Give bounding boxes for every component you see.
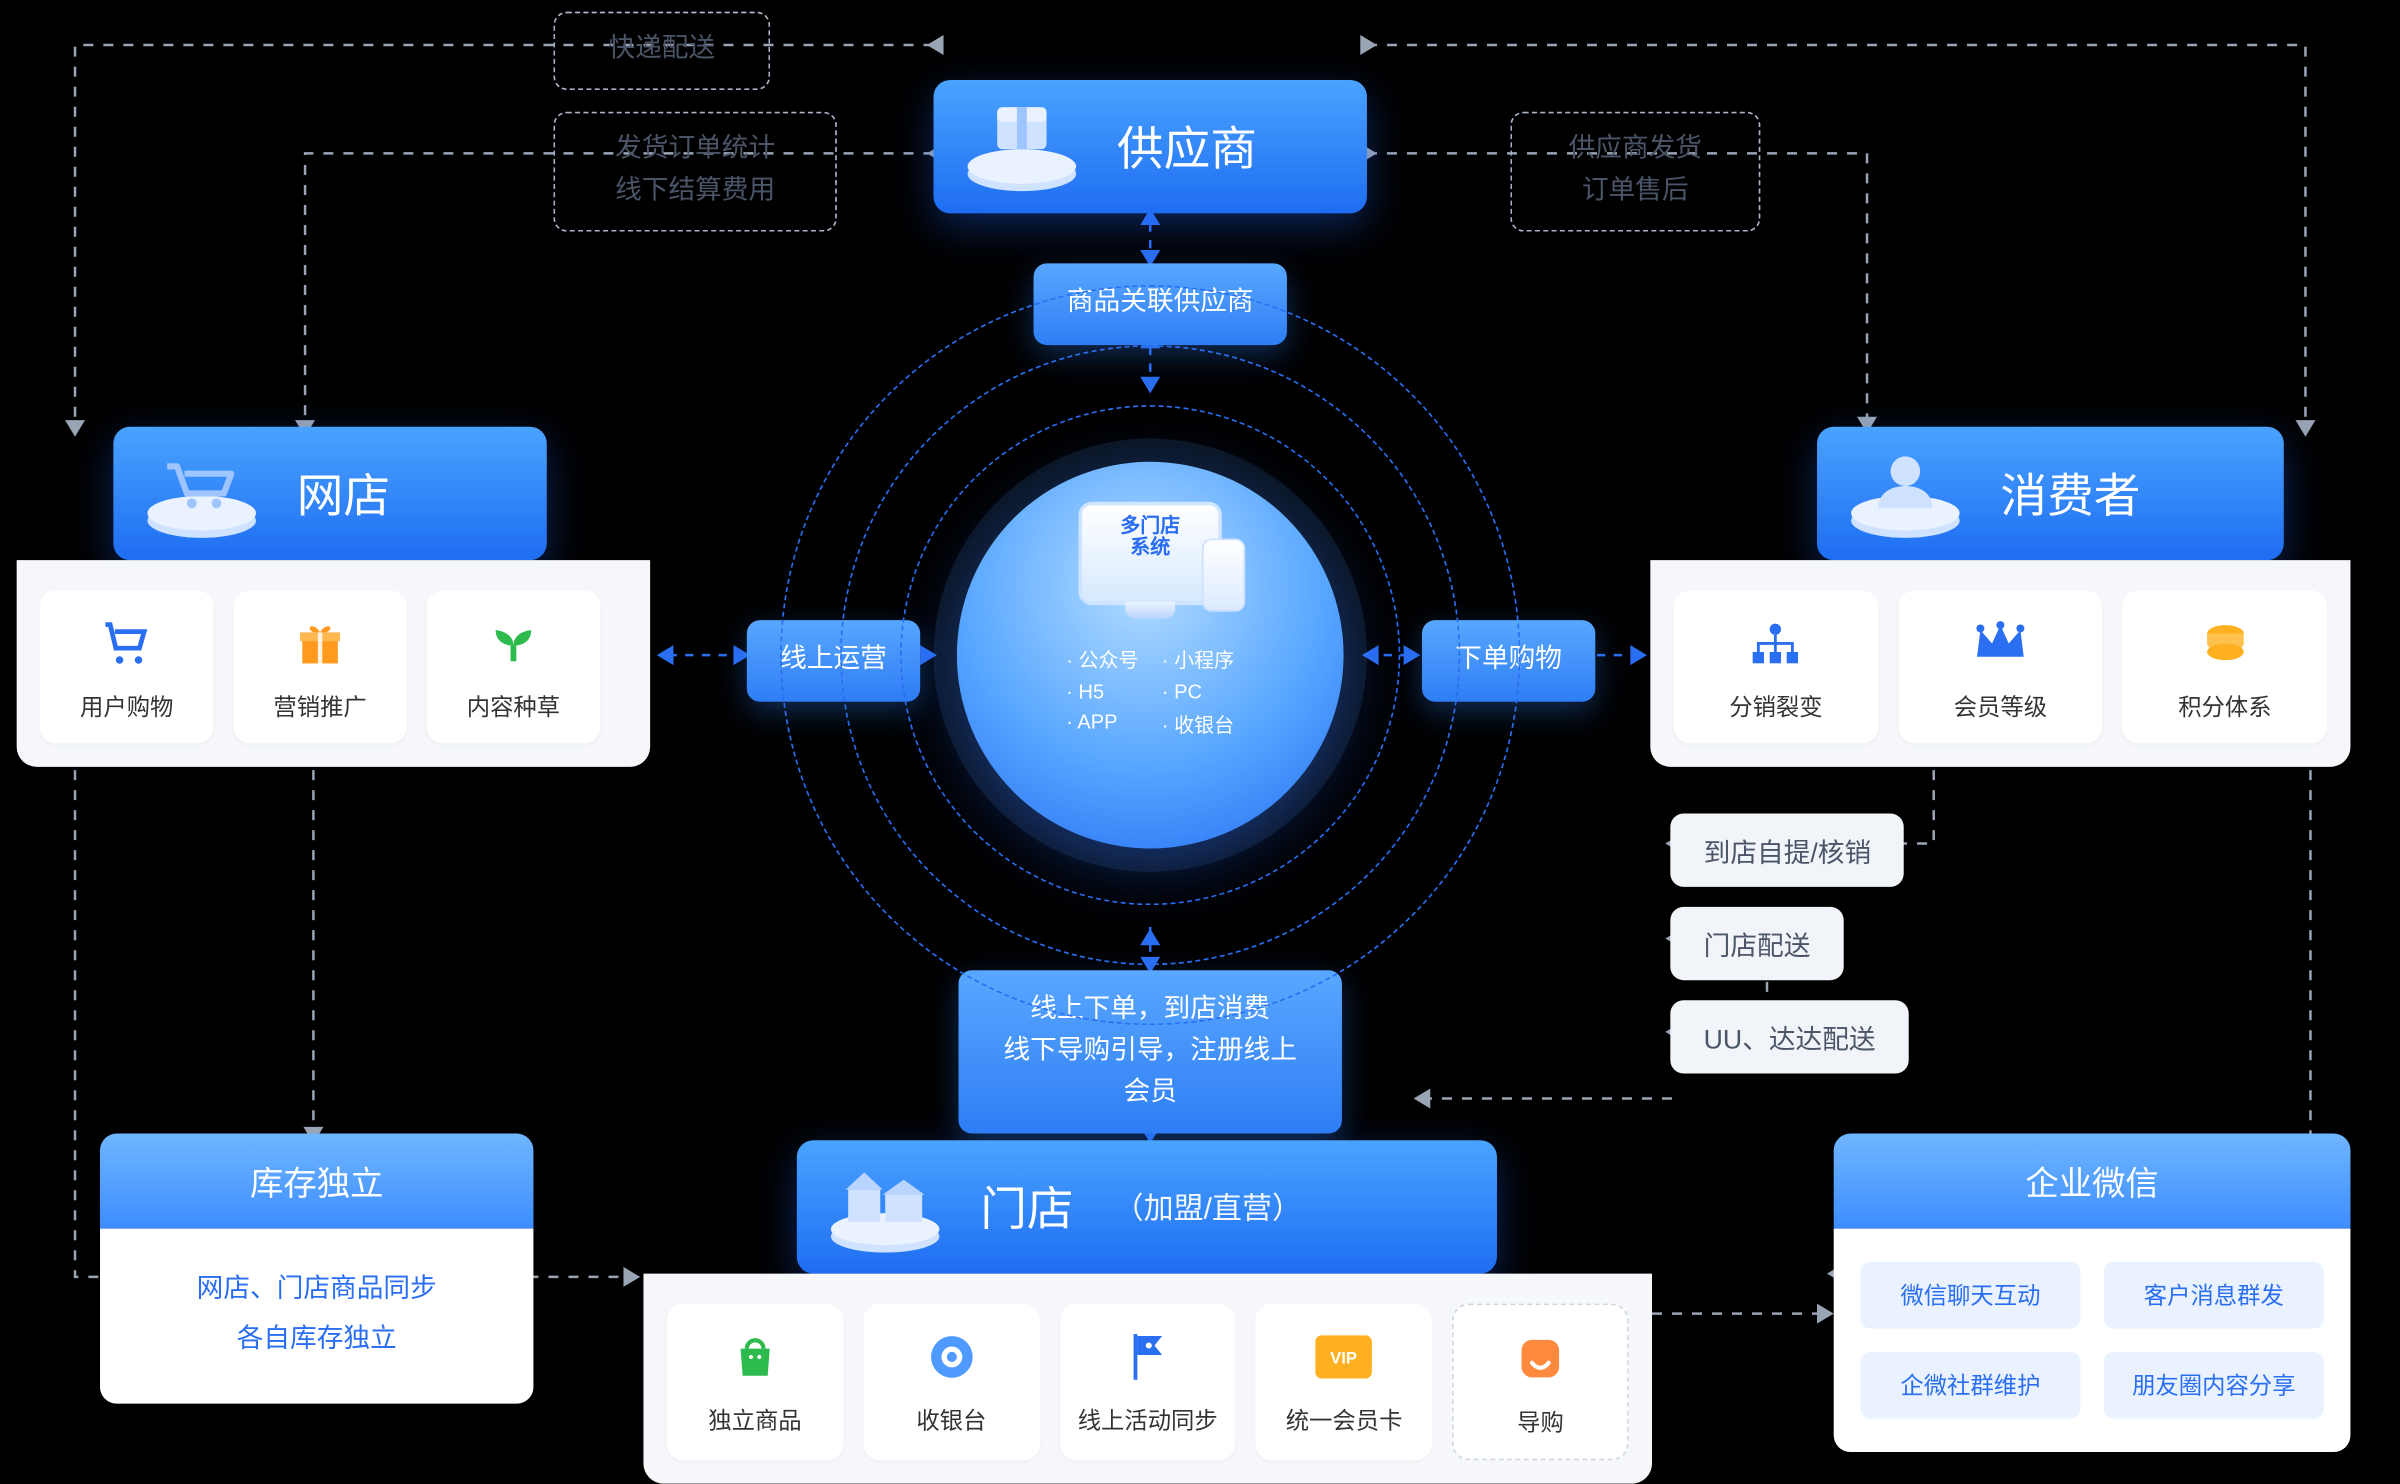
- bag-icon: [725, 1327, 785, 1387]
- storefront-icon: [823, 1157, 946, 1257]
- wechat-item: 企微社群维护: [1860, 1352, 2080, 1419]
- svg-text:VIP: VIP: [1331, 1349, 1358, 1368]
- consumer-panel: 分销裂变 会员等级 积分体系: [1650, 560, 2350, 767]
- box-uu-dada: UU、达达配送: [1670, 1000, 1909, 1073]
- phone-icon: [1202, 538, 1245, 611]
- card-points: 积分体系: [2123, 590, 2327, 743]
- consumer-header: 消费者: [1817, 427, 2284, 560]
- monitor-icon: 多门店系统: [1079, 502, 1222, 605]
- store-panel: 独立商品 收银台 线上活动同步 VIP 统一会员卡 导购: [643, 1274, 1652, 1484]
- arrow: [1630, 645, 1647, 665]
- monitor-line1: 多门店: [1120, 513, 1180, 536]
- card-independent-goods: 独立商品: [667, 1304, 843, 1461]
- label-left-top: 发货订单统计 线下结算费用: [553, 112, 836, 231]
- card-marketing: 营销推广: [233, 590, 406, 743]
- card-activity-sync: 线上活动同步: [1060, 1304, 1236, 1461]
- arrow: [1414, 1089, 1431, 1109]
- card-guide: 导购: [1452, 1304, 1628, 1461]
- title: 门店: [980, 1174, 1073, 1241]
- wechat-item: 微信聊天互动: [1860, 1262, 2080, 1329]
- tree-icon: [1746, 613, 1806, 673]
- coin-icon: [921, 1327, 981, 1387]
- wechat-item: 朋友圈内容分享: [2104, 1352, 2324, 1419]
- arrow: [623, 1267, 640, 1287]
- box-store-delivery: 门店配送: [1670, 907, 1843, 980]
- inventory-title: 库存独立: [100, 1134, 533, 1229]
- gift-icon: [290, 613, 350, 673]
- card-cashier: 收银台: [863, 1304, 1039, 1461]
- line2: 线下结算费用: [615, 176, 775, 204]
- inventory-panel: 库存独立 网店、门店商品同步 各自库存独立: [100, 1134, 533, 1404]
- label: 分销裂变: [1729, 690, 1822, 723]
- wechat-body: 微信聊天互动 客户消息群发 企微社群维护 朋友圈内容分享: [1834, 1229, 2351, 1452]
- label: 内容种草: [467, 690, 560, 723]
- text: 门店配送: [1704, 934, 1811, 962]
- wechat-item: 客户消息群发: [2104, 1262, 2324, 1329]
- line1: 供应商发货: [1569, 135, 1702, 163]
- title: 供应商: [1117, 113, 1257, 180]
- line2: 订单售后: [1582, 176, 1689, 204]
- label: 导购: [1517, 1405, 1564, 1438]
- arrow: [2295, 420, 2315, 437]
- hub-item: PC: [1162, 680, 1234, 703]
- hub-item: APP: [1066, 710, 1138, 738]
- label-right-top: 供应商发货 订单售后: [1510, 112, 1760, 231]
- arrow: [927, 35, 944, 55]
- monitor-line2: 系统: [1130, 535, 1170, 558]
- inventory-body: 网店、门店商品同步 各自库存独立: [100, 1229, 533, 1404]
- wechat-panel: 企业微信 微信聊天互动 客户消息群发 企微社群维护 朋友圈内容分享: [1834, 1134, 2351, 1452]
- label: 独立商品: [708, 1404, 801, 1437]
- arrow: [1817, 1304, 1834, 1324]
- cart-icon: [140, 443, 263, 543]
- label: 收银台: [916, 1404, 986, 1437]
- label: 用户购物: [80, 690, 173, 723]
- label: 营销推广: [273, 690, 366, 723]
- crown-icon: [1970, 613, 2030, 673]
- label: 积分体系: [2178, 690, 2271, 723]
- subtitle: （加盟/直营）: [1114, 1185, 1302, 1228]
- hub-item: H5: [1066, 680, 1138, 703]
- hub-item: 小程序: [1162, 645, 1234, 673]
- title: 消费者: [2000, 460, 2140, 527]
- line2: 线下导购引导，注册线上会员: [1004, 1037, 1297, 1107]
- store-header: 门店 （加盟/直营）: [797, 1140, 1497, 1273]
- box-icon: [960, 97, 1083, 197]
- hub-core: 多门店系统 公众号 小程序 H5 PC APP 收银台: [957, 462, 1344, 849]
- arrow: [657, 645, 674, 665]
- card-member-level: 会员等级: [1898, 590, 2102, 743]
- hub-item: 收银台: [1162, 710, 1234, 738]
- text: UU、达达配送: [1704, 1027, 1876, 1055]
- line2: 各自库存独立: [237, 1326, 397, 1354]
- text: 到店自提/核销: [1704, 840, 1871, 868]
- vip-icon: VIP: [1314, 1327, 1374, 1387]
- card-content: 内容种草: [427, 590, 600, 743]
- card-distribution: 分销裂变: [1674, 590, 1878, 743]
- cart-icon: [97, 613, 157, 673]
- card-user-shopping: 用户购物: [40, 590, 213, 743]
- box-pickup: 到店自提/核销: [1670, 813, 1904, 886]
- flag-icon: [1118, 1327, 1178, 1387]
- label: 线上活动同步: [1078, 1404, 1218, 1437]
- sprout-icon: [483, 613, 543, 673]
- label: 会员等级: [1954, 690, 2047, 723]
- card-vip-card: VIP 统一会员卡: [1256, 1304, 1432, 1461]
- label-express: 快递配送: [553, 12, 770, 90]
- title: 网店: [297, 460, 390, 527]
- person-icon: [1844, 443, 1967, 543]
- supplier-header: 供应商: [934, 80, 1367, 213]
- line1: 网店、门店商品同步: [197, 1275, 437, 1303]
- wechat-title: 企业微信: [1834, 1134, 2351, 1229]
- text: 快递配送: [608, 35, 715, 63]
- smile-icon: [1510, 1329, 1570, 1389]
- arrow: [1360, 35, 1377, 55]
- line1: 发货订单统计: [615, 135, 775, 163]
- online-header: 网店: [113, 427, 546, 560]
- hub-item: 公众号: [1066, 645, 1138, 673]
- hub-channel-list: 公众号 小程序 H5 PC APP 收银台: [1066, 645, 1234, 738]
- coins-icon: [2195, 613, 2255, 673]
- arrow: [65, 420, 85, 437]
- label: 统一会员卡: [1286, 1404, 1403, 1437]
- online-panel: 用户购物 营销推广 内容种草: [17, 560, 650, 767]
